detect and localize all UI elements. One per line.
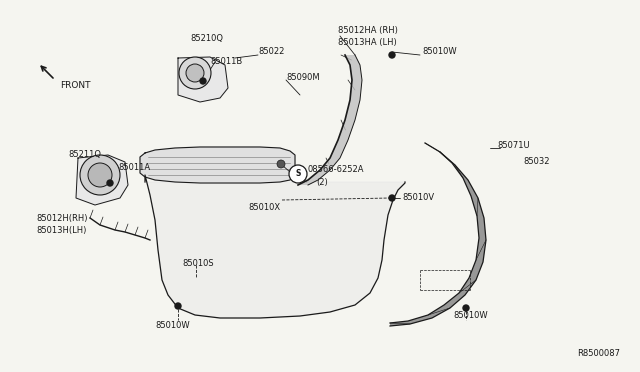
Text: 85010X: 85010X (248, 202, 280, 212)
Text: 85012H(RH): 85012H(RH) (36, 214, 88, 222)
Circle shape (88, 163, 112, 187)
Circle shape (389, 52, 395, 58)
Text: 85011A: 85011A (118, 164, 150, 173)
Polygon shape (178, 57, 228, 102)
Circle shape (289, 165, 307, 183)
Text: 85071U: 85071U (497, 141, 530, 151)
Polygon shape (390, 143, 486, 326)
Text: 85010V: 85010V (402, 192, 434, 202)
Text: 85210Q: 85210Q (190, 33, 223, 42)
Text: 85090M: 85090M (286, 74, 319, 83)
Text: 85022: 85022 (258, 48, 284, 57)
Circle shape (463, 305, 469, 311)
Text: 85010W: 85010W (155, 321, 189, 330)
Circle shape (175, 303, 181, 309)
Text: 08566-6252A: 08566-6252A (308, 166, 365, 174)
Polygon shape (298, 55, 362, 185)
Circle shape (200, 78, 206, 84)
Text: 85013HA (LH): 85013HA (LH) (338, 38, 397, 48)
Circle shape (277, 160, 285, 168)
Text: S: S (295, 170, 301, 179)
Circle shape (389, 195, 395, 201)
Text: 85032: 85032 (523, 157, 550, 166)
Text: 85012HA (RH): 85012HA (RH) (338, 26, 398, 35)
Text: 85010W: 85010W (453, 311, 488, 321)
Text: FRONT: FRONT (60, 80, 90, 90)
Text: 85010W: 85010W (422, 48, 456, 57)
Circle shape (107, 180, 113, 186)
Text: R8500087: R8500087 (577, 349, 620, 358)
Circle shape (80, 155, 120, 195)
Text: (2): (2) (316, 177, 328, 186)
Polygon shape (140, 147, 295, 183)
Circle shape (179, 57, 211, 89)
Text: 85011B: 85011B (210, 58, 243, 67)
Circle shape (186, 64, 204, 82)
Polygon shape (76, 155, 128, 205)
Text: 85211Q: 85211Q (68, 151, 101, 160)
Text: 85013H(LH): 85013H(LH) (36, 225, 86, 234)
Polygon shape (145, 175, 405, 318)
Text: 85010S: 85010S (182, 259, 214, 267)
